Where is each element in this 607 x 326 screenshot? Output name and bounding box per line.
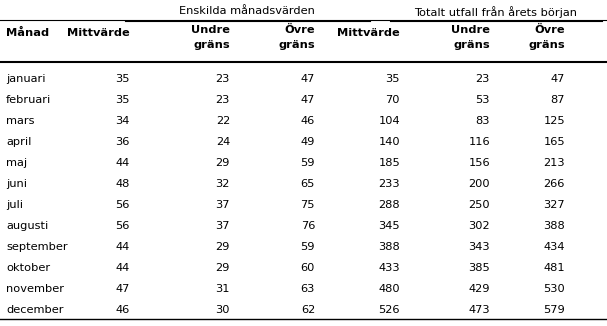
Text: 22: 22 xyxy=(215,116,230,126)
Text: 32: 32 xyxy=(215,179,230,189)
Text: 526: 526 xyxy=(379,305,400,315)
Text: 35: 35 xyxy=(115,74,130,84)
Text: 185: 185 xyxy=(378,158,400,168)
Text: 156: 156 xyxy=(469,158,490,168)
Text: 327: 327 xyxy=(543,200,565,210)
Text: Mittvärde: Mittvärde xyxy=(337,27,400,37)
Text: 480: 480 xyxy=(378,284,400,294)
Text: gräns: gräns xyxy=(194,40,230,50)
Text: 266: 266 xyxy=(544,179,565,189)
Text: 76: 76 xyxy=(300,221,315,231)
Text: 34: 34 xyxy=(115,116,130,126)
Text: 35: 35 xyxy=(115,95,130,105)
Text: 165: 165 xyxy=(543,137,565,147)
Text: 429: 429 xyxy=(469,284,490,294)
Text: Enskilda månadsvärden: Enskilda månadsvärden xyxy=(179,6,315,16)
Text: 385: 385 xyxy=(468,263,490,273)
Text: 47: 47 xyxy=(115,284,130,294)
Text: 250: 250 xyxy=(469,200,490,210)
Text: 44: 44 xyxy=(116,263,130,273)
Text: Övre: Övre xyxy=(284,25,315,35)
Text: 75: 75 xyxy=(300,200,315,210)
Text: 30: 30 xyxy=(215,305,230,315)
Text: 87: 87 xyxy=(551,95,565,105)
Text: 388: 388 xyxy=(543,221,565,231)
Text: juli: juli xyxy=(6,200,23,210)
Text: 140: 140 xyxy=(378,137,400,147)
Text: gräns: gräns xyxy=(528,40,565,50)
Text: 48: 48 xyxy=(115,179,130,189)
Text: 36: 36 xyxy=(115,137,130,147)
Text: 31: 31 xyxy=(215,284,230,294)
Text: september: september xyxy=(6,242,67,252)
Text: 530: 530 xyxy=(543,284,565,294)
Text: 343: 343 xyxy=(469,242,490,252)
Text: 70: 70 xyxy=(385,95,400,105)
Text: mars: mars xyxy=(6,116,35,126)
Text: 433: 433 xyxy=(378,263,400,273)
Text: 23: 23 xyxy=(215,95,230,105)
Text: 47: 47 xyxy=(300,74,315,84)
Text: 29: 29 xyxy=(215,263,230,273)
Text: december: december xyxy=(6,305,64,315)
Text: 47: 47 xyxy=(551,74,565,84)
Text: Undre: Undre xyxy=(191,25,230,35)
Text: 62: 62 xyxy=(300,305,315,315)
Text: 46: 46 xyxy=(300,116,315,126)
Text: Övre: Övre xyxy=(534,25,565,35)
Text: 233: 233 xyxy=(378,179,400,189)
Text: augusti: augusti xyxy=(6,221,48,231)
Text: 24: 24 xyxy=(215,137,230,147)
Text: 345: 345 xyxy=(378,221,400,231)
Text: 65: 65 xyxy=(300,179,315,189)
Text: 44: 44 xyxy=(116,158,130,168)
Text: gräns: gräns xyxy=(279,40,315,50)
Text: 60: 60 xyxy=(300,263,315,273)
Text: 434: 434 xyxy=(543,242,565,252)
Text: 388: 388 xyxy=(378,242,400,252)
Text: 83: 83 xyxy=(475,116,490,126)
Text: Mittvärde: Mittvärde xyxy=(67,27,130,37)
Text: maj: maj xyxy=(6,158,27,168)
Text: 49: 49 xyxy=(300,137,315,147)
Text: 56: 56 xyxy=(115,200,130,210)
Text: 473: 473 xyxy=(469,305,490,315)
Text: 302: 302 xyxy=(469,221,490,231)
Text: 125: 125 xyxy=(543,116,565,126)
Text: gräns: gräns xyxy=(453,40,490,50)
Text: 23: 23 xyxy=(476,74,490,84)
Text: 579: 579 xyxy=(543,305,565,315)
Text: 29: 29 xyxy=(215,158,230,168)
Text: Månad: Månad xyxy=(6,27,49,37)
Text: 63: 63 xyxy=(300,284,315,294)
Text: oktober: oktober xyxy=(6,263,50,273)
Text: 53: 53 xyxy=(475,95,490,105)
Text: 44: 44 xyxy=(116,242,130,252)
Text: 23: 23 xyxy=(215,74,230,84)
Text: 47: 47 xyxy=(300,95,315,105)
Text: 59: 59 xyxy=(300,158,315,168)
Text: 116: 116 xyxy=(469,137,490,147)
Text: 59: 59 xyxy=(300,242,315,252)
Text: 37: 37 xyxy=(215,221,230,231)
Text: 213: 213 xyxy=(543,158,565,168)
Text: 35: 35 xyxy=(385,74,400,84)
Text: 288: 288 xyxy=(378,200,400,210)
Text: januari: januari xyxy=(6,74,46,84)
Text: 46: 46 xyxy=(116,305,130,315)
Text: 29: 29 xyxy=(215,242,230,252)
Text: juni: juni xyxy=(6,179,27,189)
Text: Undre: Undre xyxy=(451,25,490,35)
Text: november: november xyxy=(6,284,64,294)
Text: 104: 104 xyxy=(378,116,400,126)
Text: 481: 481 xyxy=(543,263,565,273)
Text: 37: 37 xyxy=(215,200,230,210)
Text: 200: 200 xyxy=(469,179,490,189)
Text: 56: 56 xyxy=(115,221,130,231)
Text: februari: februari xyxy=(6,95,51,105)
Text: april: april xyxy=(6,137,32,147)
Text: Totalt utfall från årets början: Totalt utfall från årets början xyxy=(415,6,577,18)
